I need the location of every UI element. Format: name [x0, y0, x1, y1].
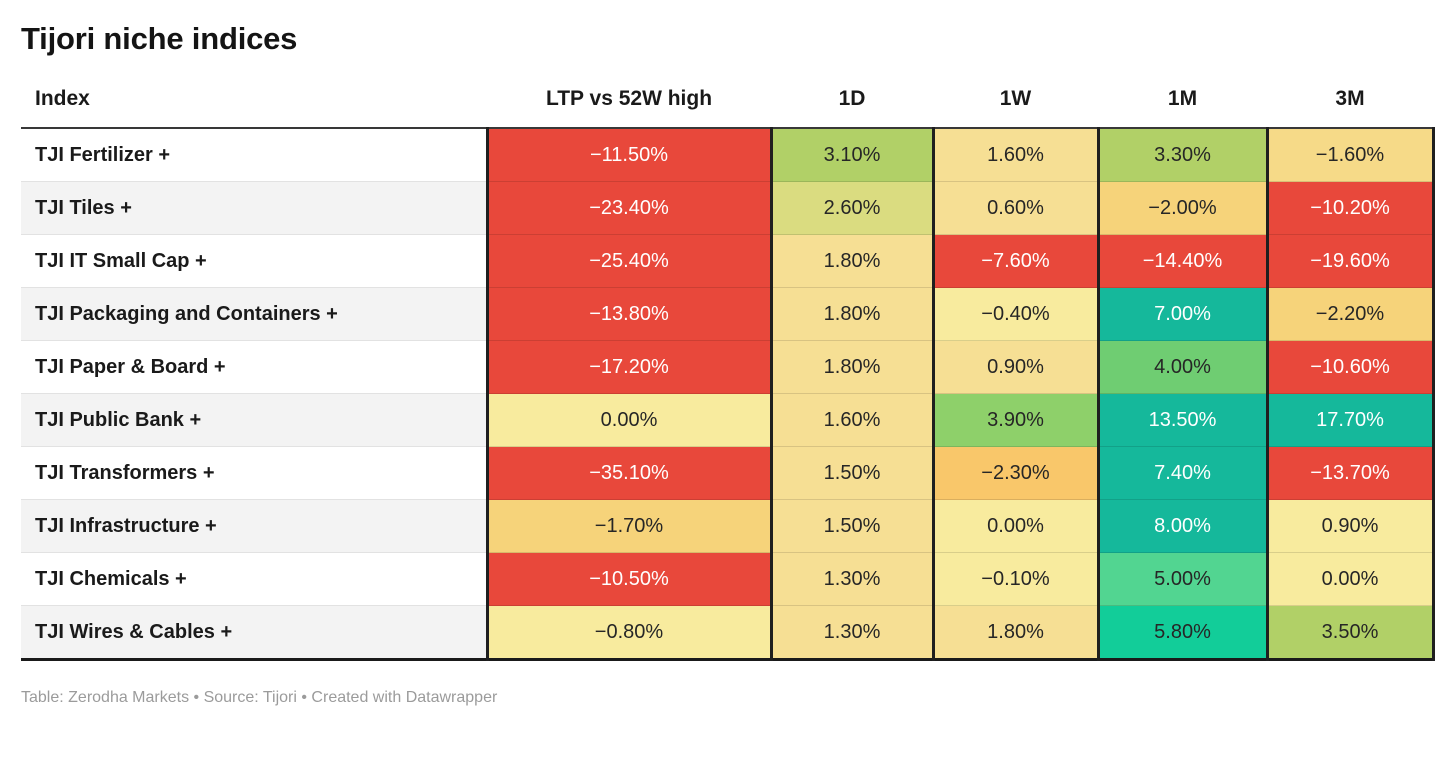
table-row: TJI Infrastructure + −1.70% 1.50% 0.00% 8.00…: [21, 499, 1435, 553]
value-cell: 7.40%: [1096, 446, 1267, 500]
value-cell: 0.60%: [931, 181, 1098, 235]
value-cell: 1.50%: [769, 446, 933, 500]
row-label[interactable]: TJI Fertilizer +: [21, 128, 487, 182]
value-cell: −14.40%: [1096, 234, 1267, 288]
value-cell: 2.60%: [769, 181, 933, 235]
value-cell: −0.10%: [931, 552, 1098, 606]
value-cell: −0.40%: [931, 287, 1098, 341]
value-cell: 1.50%: [769, 499, 933, 553]
value-cell: 4.00%: [1096, 340, 1267, 394]
value-cell: 1.60%: [769, 393, 933, 447]
row-label[interactable]: TJI Chemicals +: [21, 552, 487, 606]
table-row: TJI Packaging and Containers + −13.80% 1.8…: [21, 287, 1435, 341]
value-cell: 17.70%: [1265, 393, 1435, 447]
row-label[interactable]: TJI Wires & Cables +: [21, 605, 487, 660]
table-row: TJI IT Small Cap + −25.40% 1.80% −7.60% −14.…: [21, 234, 1435, 288]
value-cell: 0.00%: [931, 499, 1098, 553]
value-cell: −23.40%: [485, 181, 771, 235]
value-cell: −7.60%: [931, 234, 1098, 288]
header-row: Index LTP vs 52W high 1D 1W 1M 3M: [21, 79, 1433, 130]
value-cell: 1.80%: [769, 340, 933, 394]
value-cell: −2.20%: [1265, 287, 1435, 341]
value-cell: −17.20%: [485, 340, 771, 394]
value-cell: −11.50%: [485, 128, 771, 182]
value-cell: −10.50%: [485, 552, 771, 606]
column-header-1m: 1M: [1098, 79, 1267, 130]
value-cell: 0.00%: [1265, 552, 1435, 606]
value-cell: 5.80%: [1096, 605, 1267, 660]
value-cell: 3.90%: [931, 393, 1098, 447]
value-cell: −35.10%: [485, 446, 771, 500]
table-row: TJI Chemicals + −10.50% 1.30% −0.10% 5.00% 0.…: [21, 552, 1435, 606]
value-cell: −10.60%: [1265, 340, 1435, 394]
table-row: TJI Transformers + −35.10% 1.50% −2.30% 7.40…: [21, 446, 1435, 500]
row-label[interactable]: TJI Tiles +: [21, 181, 487, 235]
table-body: TJI Fertilizer + −11.50% 3.10% 1.60% 3.30% −1…: [21, 128, 1435, 660]
value-cell: −0.80%: [485, 605, 771, 660]
column-header-1d: 1D: [771, 79, 933, 130]
value-cell: 0.00%: [485, 393, 771, 447]
value-cell: 3.30%: [1096, 128, 1267, 182]
attribution-footer: Table: Zerodha Markets • Source: Tijori …: [21, 689, 498, 707]
value-cell: 8.00%: [1096, 499, 1267, 553]
value-cell: 5.00%: [1096, 552, 1267, 606]
table-row: TJI Public Bank +0.00% 1.60% 3.90% 13.50% 17…: [21, 393, 1435, 447]
row-label[interactable]: TJI IT Small Cap +: [21, 234, 487, 288]
column-header-index: Index: [21, 79, 487, 130]
value-cell: 1.80%: [931, 605, 1098, 660]
row-label[interactable]: TJI Infrastructure +: [21, 499, 487, 553]
row-label[interactable]: TJI Paper & Board +: [21, 340, 487, 394]
value-cell: −25.40%: [485, 234, 771, 288]
value-cell: −13.80%: [485, 287, 771, 341]
value-cell: −1.60%: [1265, 128, 1435, 182]
chart-title: Tijori niche indices: [21, 21, 298, 56]
value-cell: 0.90%: [1265, 499, 1435, 553]
value-cell: 1.80%: [769, 234, 933, 288]
table-row: TJI Paper & Board + −17.20% 1.80% 0.90% 4.00…: [21, 340, 1435, 394]
value-cell: −2.30%: [931, 446, 1098, 500]
table-header: Index LTP vs 52W high 1D 1W 1M 3M: [21, 79, 1433, 130]
datawrapper-table-page: Tijori niche indices Index LTP vs 52W hi…: [21, 21, 1435, 707]
column-header-3m: 3M: [1267, 79, 1433, 130]
value-cell: 13.50%: [1096, 393, 1267, 447]
indices-table: Index LTP vs 52W high 1D 1W 1M 3M TJI Fe…: [21, 79, 1435, 662]
table-row: TJI Fertilizer + −11.50% 3.10% 1.60% 3.30% −1…: [21, 128, 1435, 182]
row-label[interactable]: TJI Public Bank +: [21, 393, 487, 447]
row-label[interactable]: TJI Packaging and Containers +: [21, 287, 487, 341]
value-cell: −1.70%: [485, 499, 771, 553]
value-cell: 1.80%: [769, 287, 933, 341]
value-cell: 0.90%: [931, 340, 1098, 394]
value-cell: 1.30%: [769, 552, 933, 606]
value-cell: 7.00%: [1096, 287, 1267, 341]
value-cell: 3.50%: [1265, 605, 1435, 660]
table-row: TJI Wires & Cables + −0.80% 1.30% 1.80% 5.80…: [21, 605, 1435, 660]
value-cell: 3.10%: [769, 128, 933, 182]
column-header-ltp-52w: LTP vs 52W high: [487, 79, 771, 130]
value-cell: 1.60%: [931, 128, 1098, 182]
value-cell: −13.70%: [1265, 446, 1435, 500]
table-row: TJI Tiles + −23.40% 2.60% 0.60% −2.00% −10.20…: [21, 181, 1435, 235]
column-header-1w: 1W: [933, 79, 1098, 130]
row-label[interactable]: TJI Transformers +: [21, 446, 487, 500]
value-cell: 1.30%: [769, 605, 933, 660]
value-cell: −10.20%: [1265, 181, 1435, 235]
value-cell: −19.60%: [1265, 234, 1435, 288]
value-cell: −2.00%: [1096, 181, 1267, 235]
